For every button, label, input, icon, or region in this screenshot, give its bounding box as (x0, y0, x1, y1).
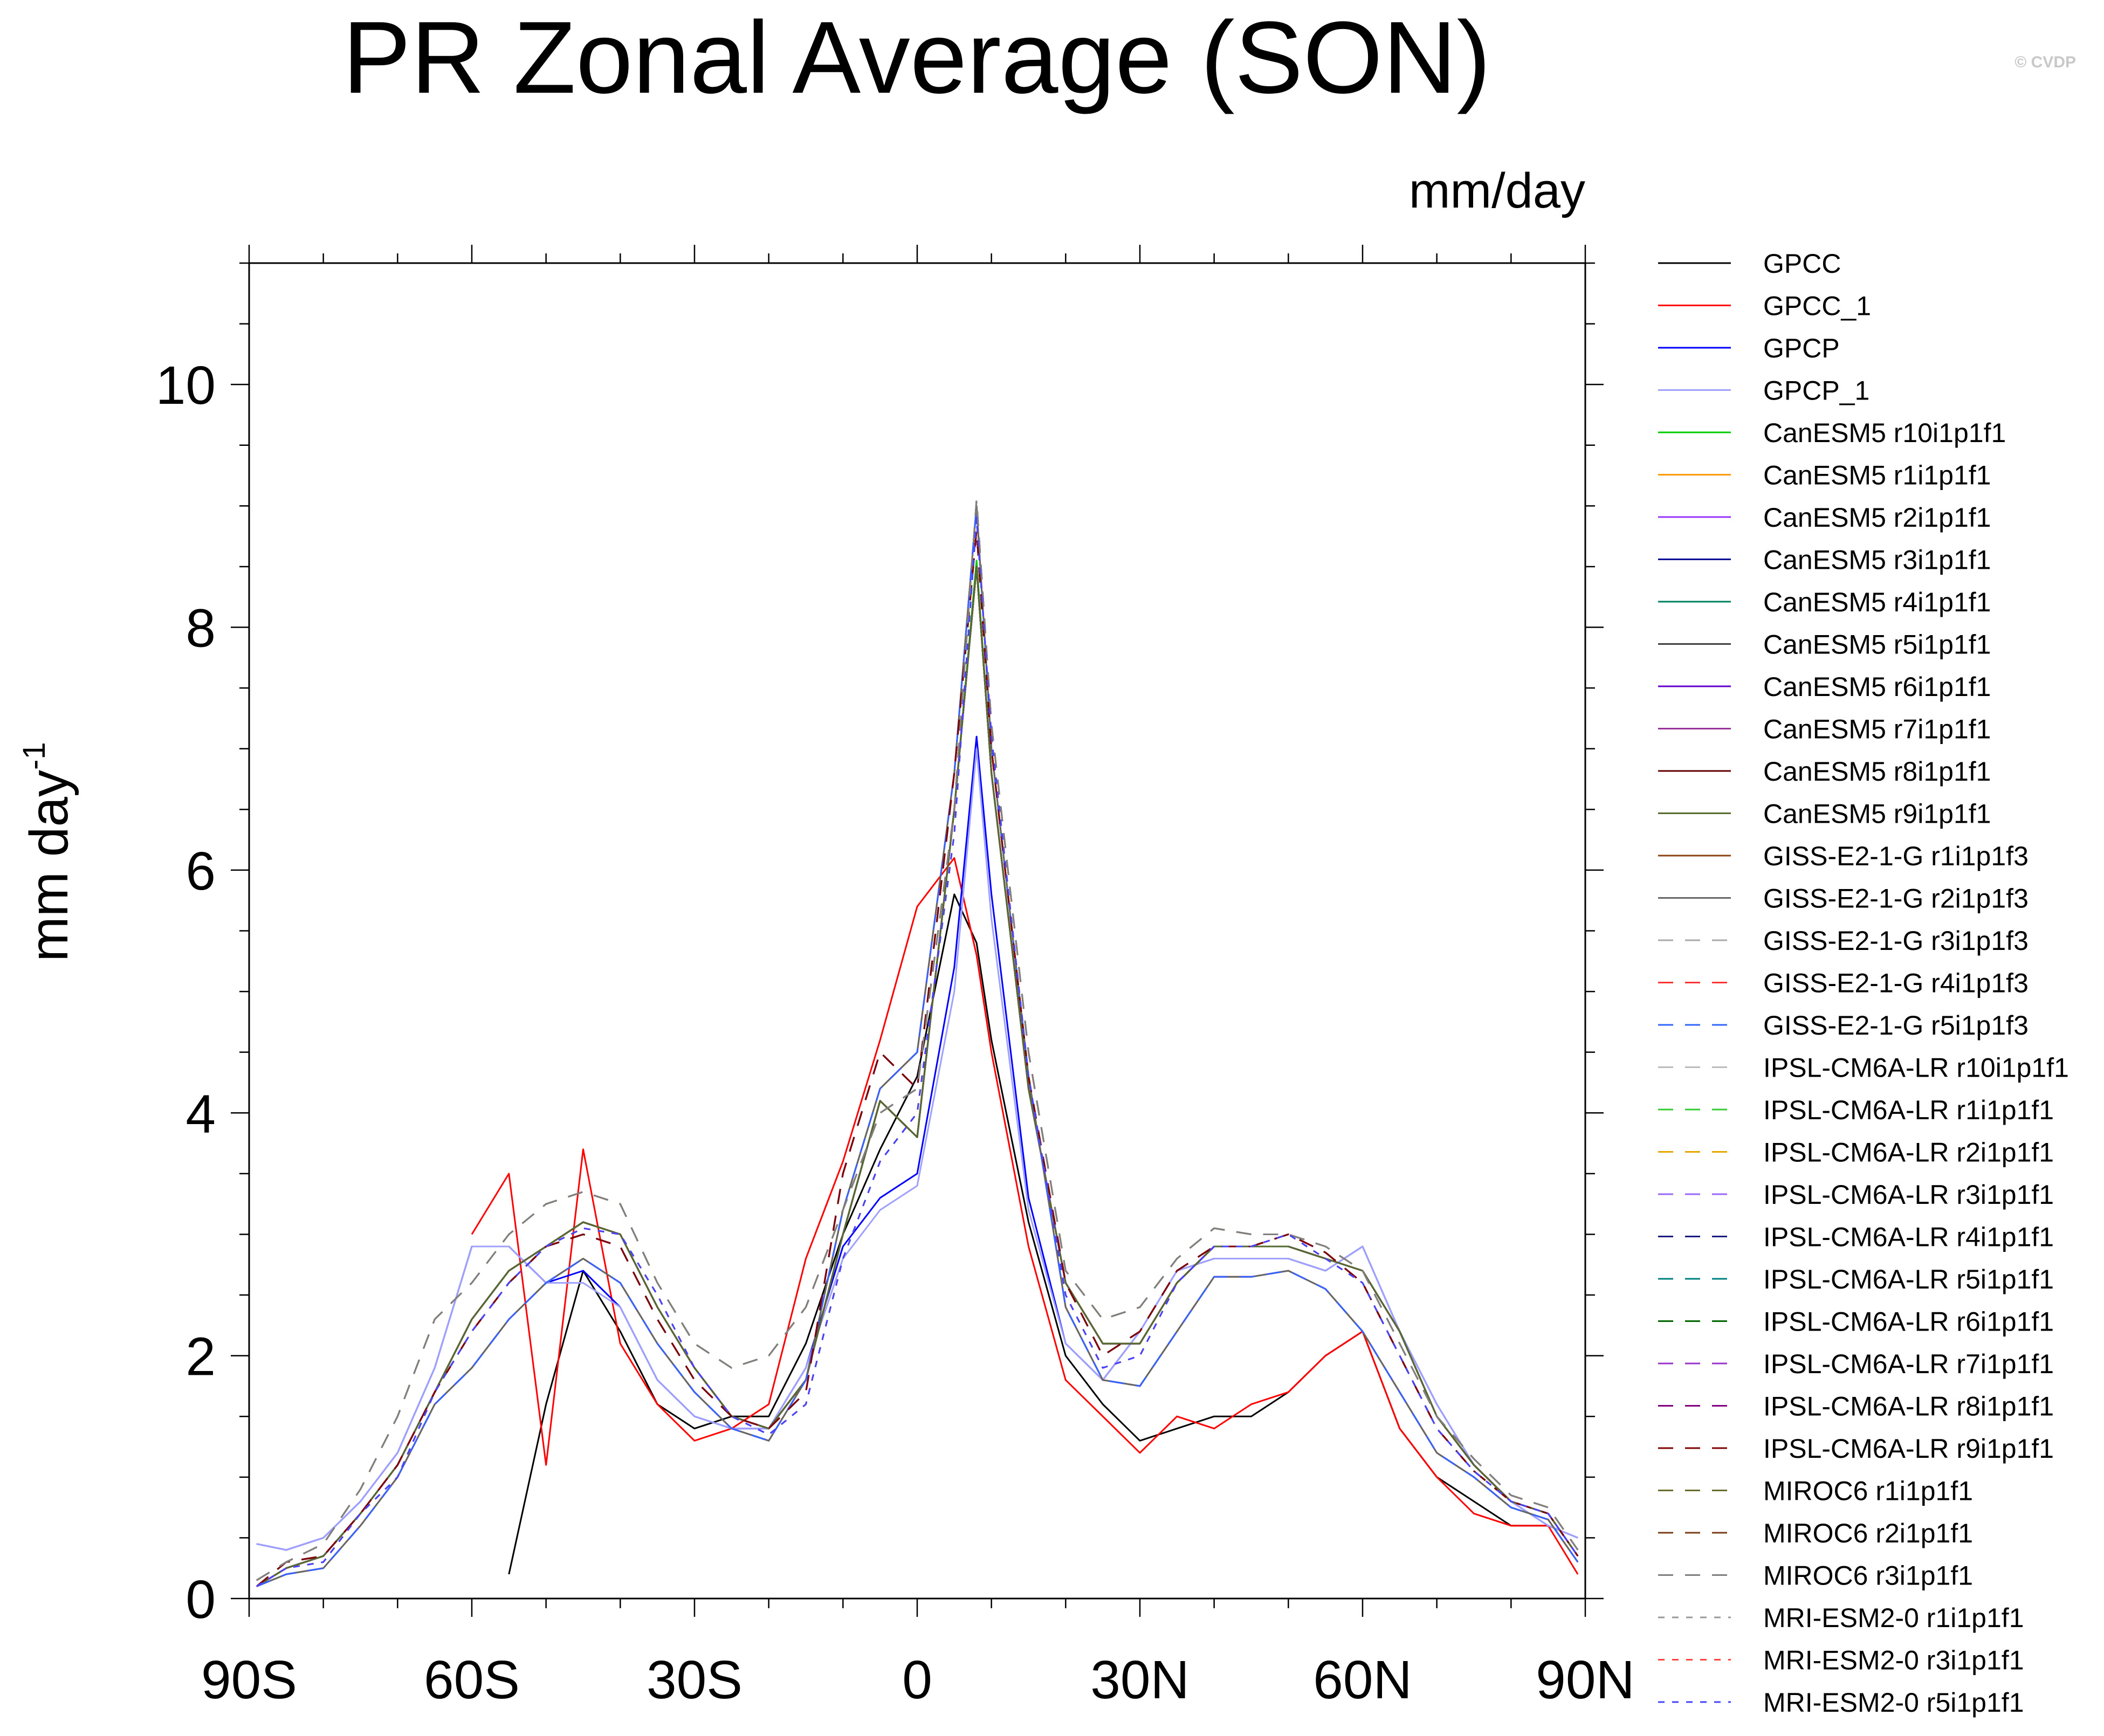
legend-label: GISS-E2-1-G r5i1p1f3 (1763, 1010, 2029, 1041)
legend-label: IPSL-CM6A-LR r6i1p1f1 (1763, 1307, 2054, 1337)
units-label: mm/day (1409, 163, 1585, 218)
y-axis-label: mm day-1 (17, 742, 79, 961)
series-line (256, 529, 1579, 1587)
series-line (256, 748, 1578, 1551)
series-line (256, 529, 1579, 1587)
legend-label: CanESM5 r7i1p1f1 (1763, 714, 1991, 745)
x-tick-label: 90N (1536, 1650, 1634, 1710)
legend-label: CanESM5 r1i1p1f1 (1763, 460, 1991, 491)
y-tick-label: 2 (185, 1327, 216, 1387)
y-tick-label: 0 (185, 1569, 216, 1630)
legend-label: IPSL-CM6A-LR r1i1p1f1 (1763, 1095, 2054, 1125)
y-tick-label: 8 (185, 598, 216, 659)
legend-label: GPCC (1763, 249, 1841, 279)
series-line (256, 735, 1578, 1551)
series-line (256, 505, 1579, 1587)
legend-label: CanESM5 r5i1p1f1 (1763, 630, 1991, 660)
legend-label: CanESM5 r6i1p1f1 (1763, 672, 1991, 702)
plot-frame (248, 262, 1586, 1600)
legend-label: GISS-E2-1-G r1i1p1f3 (1763, 841, 2029, 871)
legend-label: GISS-E2-1-G r4i1p1f3 (1763, 968, 2029, 998)
series-line (256, 529, 1579, 1587)
legend-label: CanESM5 r3i1p1f1 (1763, 545, 1991, 575)
series-line (471, 857, 1579, 1575)
legend-label: GISS-E2-1-G r3i1p1f3 (1763, 926, 2029, 956)
legend-label: MRI-ESM2-0 r1i1p1f1 (1763, 1603, 2024, 1633)
y-tick-label: 10 (156, 355, 216, 416)
series-line (256, 505, 1579, 1587)
x-tick-label: 90S (201, 1650, 297, 1710)
series-line (256, 529, 1579, 1587)
legend-label: MRI-ESM2-0 r3i1p1f1 (1763, 1645, 2024, 1676)
plot-area: 0 2 4 6 8 10 90S 60S 30S 0 30N 60N 90N (156, 245, 1635, 1710)
legend: GPCC GPCC_1 GPCP GPCP_1 CanESM5 r10i1p1f1 Can… (1658, 249, 2069, 1718)
legend-label: CanESM5 r10i1p1f1 (1763, 418, 2006, 448)
legend-label: GPCP (1763, 333, 1840, 363)
x-tick-label: 60S (424, 1650, 520, 1710)
series-line (256, 529, 1579, 1587)
legend-label: IPSL-CM6A-LR r7i1p1f1 (1763, 1349, 2054, 1379)
y-axis-label-text: mm day (19, 770, 79, 962)
legend-label: CanESM5 r8i1p1f1 (1763, 756, 1991, 787)
legend-label: MIROC6 r2i1p1f1 (1763, 1518, 1973, 1548)
legend-label: GPCP_1 (1763, 376, 1869, 406)
legend-label: MRI-ESM2-0 r5i1p1f1 (1763, 1687, 2024, 1718)
x-tick-label: 30S (647, 1650, 742, 1710)
series-line (256, 499, 1579, 1581)
legend-label: CanESM5 r2i1p1f1 (1763, 502, 1991, 533)
legend-label: IPSL-CM6A-LR r2i1p1f1 (1763, 1138, 2054, 1168)
legend-label: CanESM5 r9i1p1f1 (1763, 799, 1991, 829)
series-line (256, 529, 1579, 1587)
series-line (508, 893, 1549, 1575)
x-tick-label: 60N (1313, 1650, 1412, 1710)
y-axis-label-exponent: -1 (17, 742, 52, 770)
series-line (256, 529, 1579, 1587)
series-line (256, 566, 1579, 1587)
series-line (256, 499, 1579, 1581)
x-tick-label: 0 (902, 1650, 932, 1710)
series-line (256, 499, 1579, 1581)
cvdp-credit: © CVDP (2014, 53, 2076, 71)
legend-label: IPSL-CM6A-LR r5i1p1f1 (1763, 1264, 2054, 1294)
series-line (256, 529, 1579, 1587)
series-line (256, 529, 1579, 1587)
legend-label: MIROC6 r3i1p1f1 (1763, 1561, 1973, 1591)
legend-label: IPSL-CM6A-LR r9i1p1f1 (1763, 1434, 2054, 1464)
series-line (256, 529, 1579, 1587)
legend-label: MIROC6 r1i1p1f1 (1763, 1476, 1973, 1506)
legend-label: GISS-E2-1-G r2i1p1f3 (1763, 884, 2029, 914)
legend-label: IPSL-CM6A-LR r8i1p1f1 (1763, 1391, 2054, 1422)
x-tick-label: 30N (1090, 1650, 1189, 1710)
legend-label: IPSL-CM6A-LR r10i1p1f1 (1763, 1053, 2069, 1083)
legend-label: IPSL-CM6A-LR r4i1p1f1 (1763, 1222, 2054, 1252)
chart-title: PR Zonal Average (SON) (342, 1, 1491, 115)
legend-label: IPSL-CM6A-LR r3i1p1f1 (1763, 1180, 2054, 1210)
legend-label: CanESM5 r4i1p1f1 (1763, 587, 1991, 617)
y-tick-label: 6 (185, 841, 216, 901)
legend-label: GPCC_1 (1763, 291, 1871, 321)
y-tick-label: 4 (185, 1084, 216, 1144)
